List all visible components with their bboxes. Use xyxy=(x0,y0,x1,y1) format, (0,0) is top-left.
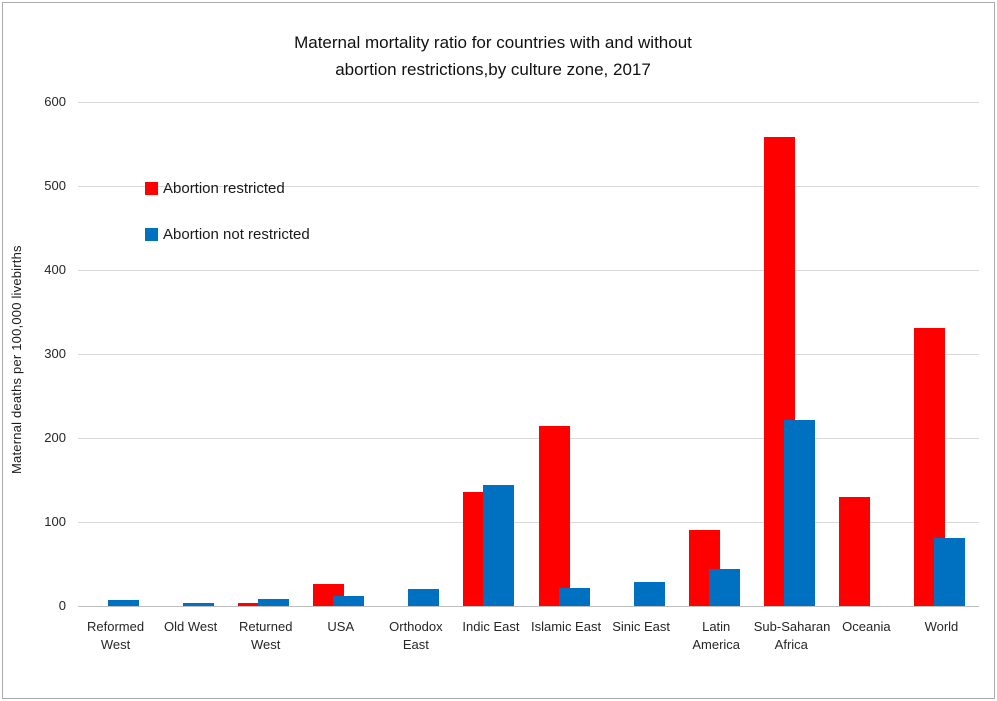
gridline-400 xyxy=(78,270,979,271)
bar-oceania-abortion-restricted xyxy=(839,497,870,606)
bar-old-west-abortion-not-restricted xyxy=(183,603,214,606)
bar-indic-east-abortion-not-restricted xyxy=(483,485,514,606)
chart-title-line-1: Maternal mortality ratio for countries w… xyxy=(294,33,692,52)
gridline-100 xyxy=(78,522,979,523)
gridline-300 xyxy=(78,354,979,355)
legend-swatch-blue-icon xyxy=(145,228,158,241)
x-tick-label-sub-saharan-africa: Sub-Saharan Africa xyxy=(753,619,831,652)
x-tick-label-world: World xyxy=(924,619,959,634)
legend: Abortion restricted Abortion not restric… xyxy=(145,180,310,272)
x-tick-label-latin-america: Latin America xyxy=(692,619,741,652)
plot-area xyxy=(78,102,979,607)
x-tick-label-old-west: Old West xyxy=(164,619,218,634)
bar-reformed-west-abortion-not-restricted xyxy=(108,600,139,606)
x-tick-label-oceania: Oceania xyxy=(842,619,891,634)
y-tick-label-200: 200 xyxy=(44,430,66,445)
y-tick-label-100: 100 xyxy=(44,514,66,529)
bar-orthodox-east-abortion-not-restricted xyxy=(408,589,439,606)
bar-islamic-east-abortion-restricted xyxy=(539,426,570,606)
legend-item-abortion-restricted: Abortion restricted xyxy=(145,180,310,197)
legend-swatch-red-icon xyxy=(145,182,158,195)
x-tick-label-orthodox-east: Orthodox East xyxy=(389,619,443,652)
x-tick-label-islamic-east: Islamic East xyxy=(531,619,602,634)
gridline-500 xyxy=(78,186,979,187)
y-tick-label-600: 600 xyxy=(44,94,66,109)
legend-item-abortion-not-restricted: Abortion not restricted xyxy=(145,226,310,243)
bar-sinic-east-abortion-not-restricted xyxy=(634,582,665,606)
gridline-200 xyxy=(78,438,979,439)
y-tick-label-400: 400 xyxy=(44,262,66,277)
bar-latin-america-abortion-not-restricted xyxy=(709,569,740,606)
bar-sub-saharan-africa-abortion-not-restricted xyxy=(784,420,815,606)
bar-islamic-east-abortion-not-restricted xyxy=(559,588,590,606)
bar-usa-abortion-not-restricted xyxy=(333,596,364,606)
legend-label-abortion-not-restricted: Abortion not restricted xyxy=(163,226,310,243)
y-tick-label-300: 300 xyxy=(44,346,66,361)
x-tick-label-reformed-west: Reformed West xyxy=(87,619,145,652)
bar-returned-west-abortion-not-restricted xyxy=(258,599,289,606)
x-tick-label-sinic-east: Sinic East xyxy=(612,619,671,634)
gridline-600 xyxy=(78,102,979,103)
y-tick-label-500: 500 xyxy=(44,178,66,193)
bar-world-abortion-not-restricted xyxy=(934,538,965,606)
chart-title-line-2: abortion restrictions,by culture zone, 2… xyxy=(335,60,651,79)
y-tick-label-0: 0 xyxy=(58,598,66,613)
bar-returned-west-abortion-restricted xyxy=(238,603,269,606)
x-tick-label-indic-east: Indic East xyxy=(462,619,520,634)
legend-label-abortion-restricted: Abortion restricted xyxy=(163,180,285,197)
chart-title: Maternal mortality ratio for countries w… xyxy=(3,29,983,83)
x-tick-label-usa: USA xyxy=(327,619,355,634)
x-tick-label-returned-west: Returned West xyxy=(238,619,293,652)
